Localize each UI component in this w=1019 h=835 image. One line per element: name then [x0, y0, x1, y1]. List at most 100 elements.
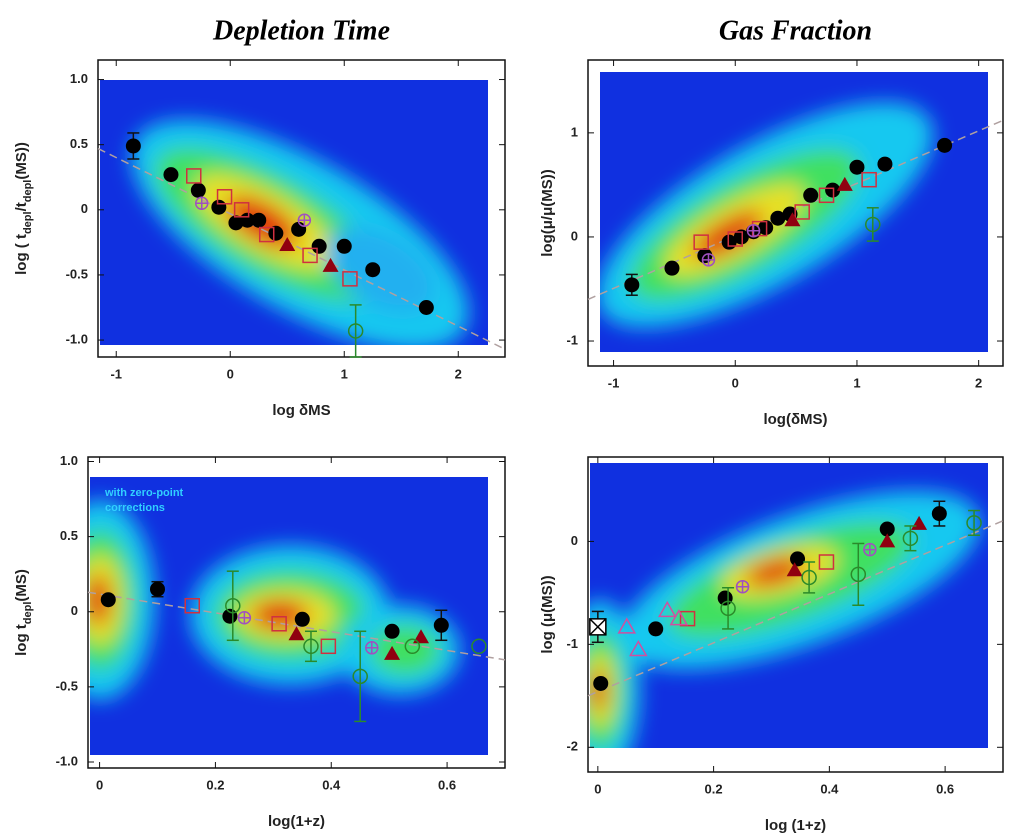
data-point: [931, 506, 947, 522]
y-axis-label-part: log t: [13, 624, 30, 656]
data-point: [658, 600, 677, 618]
data-point: [879, 521, 895, 537]
data-point: [679, 610, 696, 627]
data-point: [320, 638, 337, 655]
data-point: [589, 618, 607, 636]
data-point: [669, 609, 689, 626]
data-point: [268, 225, 284, 241]
data-point: [347, 323, 364, 339]
annotation: corrections: [105, 502, 165, 514]
y-tick-label: 0: [571, 228, 578, 243]
data-point: [184, 597, 200, 614]
y-tick-label: -1: [566, 332, 578, 347]
x-tick-label: 0.2: [206, 777, 224, 792]
marker-cross: [589, 618, 607, 636]
data-point: [228, 215, 244, 231]
x-axis-label: log δMS: [272, 402, 330, 419]
data-point: [735, 579, 750, 594]
x-tick-label: 0: [732, 375, 739, 390]
data-point: [279, 236, 296, 251]
x-axis-label: log(δMS): [763, 411, 827, 428]
data-point: [825, 182, 841, 198]
data-point: [418, 300, 434, 315]
data-point: [751, 220, 768, 237]
data-point: [701, 253, 716, 267]
y-axis-label-part: log (μ(MS)): [539, 575, 556, 653]
x-axis-label: log (1+z): [765, 817, 826, 834]
data-point: [879, 533, 896, 548]
error-bar: [349, 304, 362, 358]
y-tick-label: -2: [566, 739, 578, 754]
x-axis-label: log(1+z): [268, 813, 325, 830]
data-point: [818, 554, 835, 570]
data-point: [624, 277, 640, 293]
y-axis-label: log ( tdepl/tdepl(MS)): [13, 142, 34, 275]
y-axis-label-part: log(μ/μ(MS)): [539, 169, 556, 257]
y-tick-label: -1.0: [56, 753, 78, 768]
data-point: [849, 159, 865, 175]
data-point: [186, 168, 202, 184]
data-point: [693, 234, 709, 250]
data-point: [648, 621, 664, 637]
y-tick-label: 0: [71, 603, 78, 618]
data-point: [251, 212, 267, 228]
error-bar: [722, 586, 735, 630]
heatmap-blobs: [90, 500, 460, 700]
data-point: [629, 639, 648, 657]
x-tick-label: 0: [96, 777, 103, 792]
error-bar: [304, 630, 317, 663]
data-point: [302, 247, 318, 264]
marker-cross: [747, 224, 760, 237]
error-bar: [354, 630, 367, 723]
chart-title: Depletion Time: [212, 15, 390, 46]
data-point: [471, 638, 487, 655]
data-point: [902, 530, 919, 547]
data-point: [384, 623, 400, 639]
density-blob: [370, 625, 440, 675]
data-point: [322, 257, 339, 272]
x-tick-label: 0: [594, 781, 601, 796]
data-point: [384, 645, 401, 660]
plot-frame: [87, 456, 506, 769]
data-point: [794, 204, 810, 220]
data-point: [216, 189, 233, 205]
data-point: [233, 202, 250, 218]
y-axis-label-part: (MS): [13, 569, 30, 602]
data-point: [720, 600, 736, 617]
error-bar: [226, 570, 239, 642]
error-bar: [904, 525, 917, 552]
error-bar: [968, 509, 981, 536]
data-point: [758, 220, 774, 236]
data-point: [717, 590, 733, 606]
y-axis-label-part: depl: [22, 211, 34, 234]
y-tick-label: -1.0: [66, 332, 88, 347]
x-tick-label: 1: [853, 375, 860, 390]
data-point: [937, 137, 953, 153]
y-axis-label: log (μ(MS)): [539, 575, 556, 653]
error-bar: [803, 561, 816, 594]
x-tick-label: 2: [975, 375, 982, 390]
y-tick-label: 0.5: [60, 528, 78, 543]
x-tick-label: 2: [455, 366, 462, 381]
y-axis-label-part: /t: [13, 202, 30, 211]
data-point: [271, 616, 287, 632]
data-point: [770, 210, 786, 226]
y-tick-label: 0: [571, 533, 578, 548]
data-point: [190, 182, 206, 198]
data-point: [746, 223, 761, 238]
data-point: [225, 597, 241, 614]
x-tick-label: -1: [110, 366, 122, 381]
data-point: [861, 171, 877, 188]
data-point: [258, 226, 275, 243]
data-point: [850, 566, 867, 583]
chart-title: Gas Fraction: [719, 15, 872, 46]
data-point: [593, 675, 609, 691]
data-point: [865, 216, 881, 233]
data-point: [352, 668, 368, 685]
x-tick-label: 0.6: [936, 781, 954, 796]
y-tick-label: 0.5: [70, 136, 88, 151]
error-bar: [866, 207, 879, 242]
y-tick-label: -1: [566, 636, 578, 651]
marker-cross: [863, 543, 876, 556]
x-tick-label: 0.2: [705, 781, 723, 796]
